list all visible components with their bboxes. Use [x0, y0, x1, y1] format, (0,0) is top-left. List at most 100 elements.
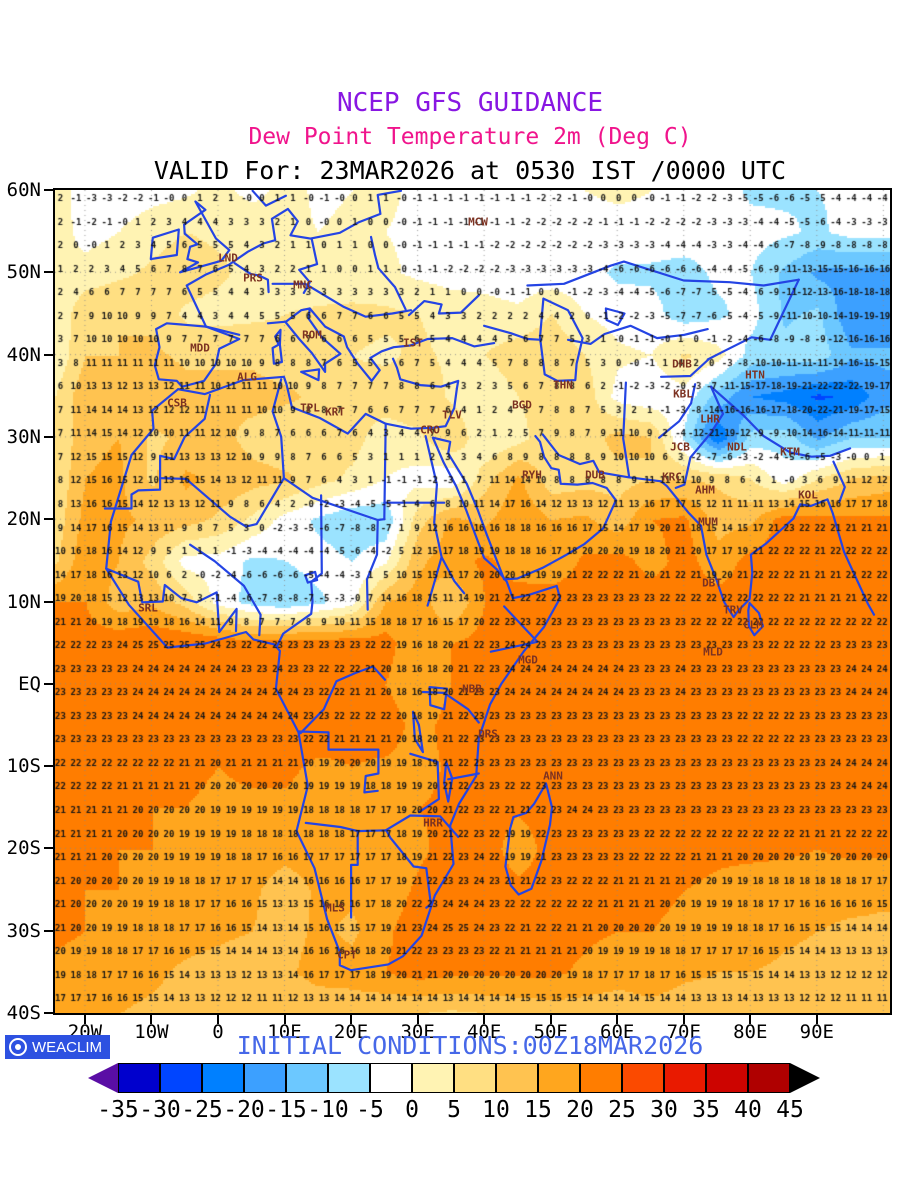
colorbar-tick-label: 10 — [482, 1097, 510, 1123]
lat-tick-label: 10S — [6, 755, 41, 778]
colorbar-tick-label: -5 — [356, 1097, 384, 1123]
lon-tick-mark — [682, 1015, 685, 1024]
lon-tick-label: 60E — [600, 1021, 635, 1043]
lon-tick-mark — [815, 1015, 818, 1024]
lon-tick-mark — [416, 1015, 419, 1024]
colorbar-segment — [118, 1063, 160, 1093]
colorbar-segment — [538, 1063, 580, 1093]
colorbar-above-arrow — [790, 1063, 820, 1093]
lat-tick-label: 40N — [6, 343, 41, 366]
lat-tick-mark — [44, 1012, 53, 1014]
lon-tick-mark — [483, 1015, 486, 1024]
station-label-mnc: MNC — [293, 278, 313, 292]
colorbar-tick-label: 25 — [608, 1097, 636, 1123]
colorbar-tick-label: 30 — [650, 1097, 678, 1123]
lat-tick-label: 10N — [6, 590, 41, 613]
lon-tick-label: 50E — [533, 1021, 568, 1043]
lat-tick-mark — [44, 682, 53, 685]
valid-time-title: VALID For: 23MAR2026 at 0530 IST /0000 U… — [153, 156, 787, 185]
colorbar-segment — [706, 1063, 748, 1093]
lon-tick-mark — [616, 1015, 619, 1024]
station-label-mum: MUM — [698, 515, 718, 529]
colorbar-tick-label: -30 — [139, 1097, 181, 1123]
lon-tick-label: 80E — [733, 1021, 768, 1043]
station-label-mls: MLS — [325, 901, 345, 915]
station-label-ryh: RYH — [522, 468, 542, 482]
station-label-drs: DRS — [478, 727, 498, 741]
colorbar-tick-label: 40 — [734, 1097, 762, 1123]
station-label-ann: ANN — [543, 769, 563, 783]
station-label-kol: KOL — [798, 488, 818, 502]
lat-tick-mark — [44, 189, 53, 191]
colorbar-tick-label: -20 — [223, 1097, 265, 1123]
station-label-prs: PRS — [243, 271, 263, 285]
station-label-tpl: TPL — [300, 401, 320, 415]
colorbar-tick-label: 45 — [776, 1097, 804, 1123]
lat-tick-label: 50N — [6, 261, 41, 284]
station-label-clm: CLM — [743, 618, 763, 632]
variable-title: Dew Point Temperature 2m (Deg C) — [248, 124, 692, 150]
lon-tick-label: 10W — [134, 1021, 169, 1043]
lon-tick-label: 0 — [212, 1021, 224, 1043]
station-label-tlv: TLV — [442, 408, 462, 422]
station-label-srl: SRL — [138, 601, 158, 615]
lon-tick-label: 10E — [267, 1021, 302, 1043]
logo-circle-icon — [9, 1038, 27, 1056]
lon-tick-mark — [83, 1015, 86, 1024]
lon-tick-mark — [350, 1015, 353, 1024]
station-label-ndl: NDL — [727, 440, 747, 454]
colorbar-tick-label: 0 — [405, 1097, 419, 1123]
colorbar-tick-label: 35 — [692, 1097, 720, 1123]
colorbar-segment — [748, 1063, 790, 1093]
lat-tick-label: 20N — [6, 508, 41, 531]
logo-text: WEACLIM — [32, 1038, 103, 1056]
lat-tick-mark — [44, 353, 53, 356]
grid-values-canvas — [55, 190, 890, 1013]
station-label-krc: KRC — [662, 470, 682, 484]
lat-tick-label: 30N — [6, 425, 41, 448]
lon-tick-label: 70E — [666, 1021, 701, 1043]
lat-tick-label: 60N — [6, 179, 41, 201]
station-label-dbt: DBT — [702, 576, 722, 590]
map-plot-area: MCW LND PRS MNC ROM IST MDD ALG CSB TPL KRT TLV CRO T… — [7, 179, 892, 1043]
station-label-mld: MLD — [703, 645, 723, 659]
lat-tick-mark — [44, 435, 53, 438]
station-label-csb: CSB — [167, 396, 187, 410]
station-label-mdd: MDD — [190, 341, 210, 355]
colorbar-tick-label: 15 — [524, 1097, 552, 1123]
initial-conditions-text: INITIAL CONDITIONS:00Z18MAR2026 — [236, 1031, 704, 1060]
lat-tick-mark — [44, 929, 53, 932]
colorbar-tick-label: -35 — [97, 1097, 139, 1123]
colorbar-segment — [202, 1063, 244, 1093]
lon-tick-label: 20E — [333, 1021, 369, 1043]
colorbar-tick-label: 20 — [566, 1097, 594, 1123]
colorbar-tick-label: -10 — [307, 1097, 349, 1123]
colorbar-segment — [244, 1063, 286, 1093]
station-label-mcw: MCW — [468, 215, 488, 229]
lat-tick-mark — [44, 765, 53, 768]
colorbar-segment — [496, 1063, 538, 1093]
station-label-kbl: KBL — [673, 387, 693, 401]
lon-tick-label: 90E — [799, 1021, 834, 1043]
colorbar-segment — [412, 1063, 454, 1093]
lat-tick-label: 20S — [6, 837, 41, 860]
lat-tick-mark — [44, 271, 53, 274]
colorbar-tick-label: -25 — [181, 1097, 223, 1123]
station-label-rom: ROM — [302, 328, 322, 342]
station-label-krt: KRT — [325, 405, 345, 419]
colorbar-segment — [286, 1063, 328, 1093]
station-label-lhr: LHR — [700, 412, 720, 426]
station-label-cro: CRO — [420, 423, 440, 437]
colorbar-segment — [454, 1063, 496, 1093]
lon-tick-label: 40E — [466, 1021, 502, 1043]
colorbar-segment — [622, 1063, 664, 1093]
colorbar-tick-label: -15 — [265, 1097, 307, 1123]
weaclim-logo: WEACLIM — [5, 1035, 111, 1059]
lat-tick-mark — [44, 518, 53, 521]
lon-tick-mark — [549, 1015, 552, 1024]
station-label-ist: IST — [403, 336, 423, 350]
station-label-bgd: BGD — [512, 398, 532, 412]
station-label-lnd: LND — [218, 251, 238, 265]
lat-tick-label: 30S — [6, 919, 41, 942]
station-label-mgd: MGD — [518, 653, 538, 667]
